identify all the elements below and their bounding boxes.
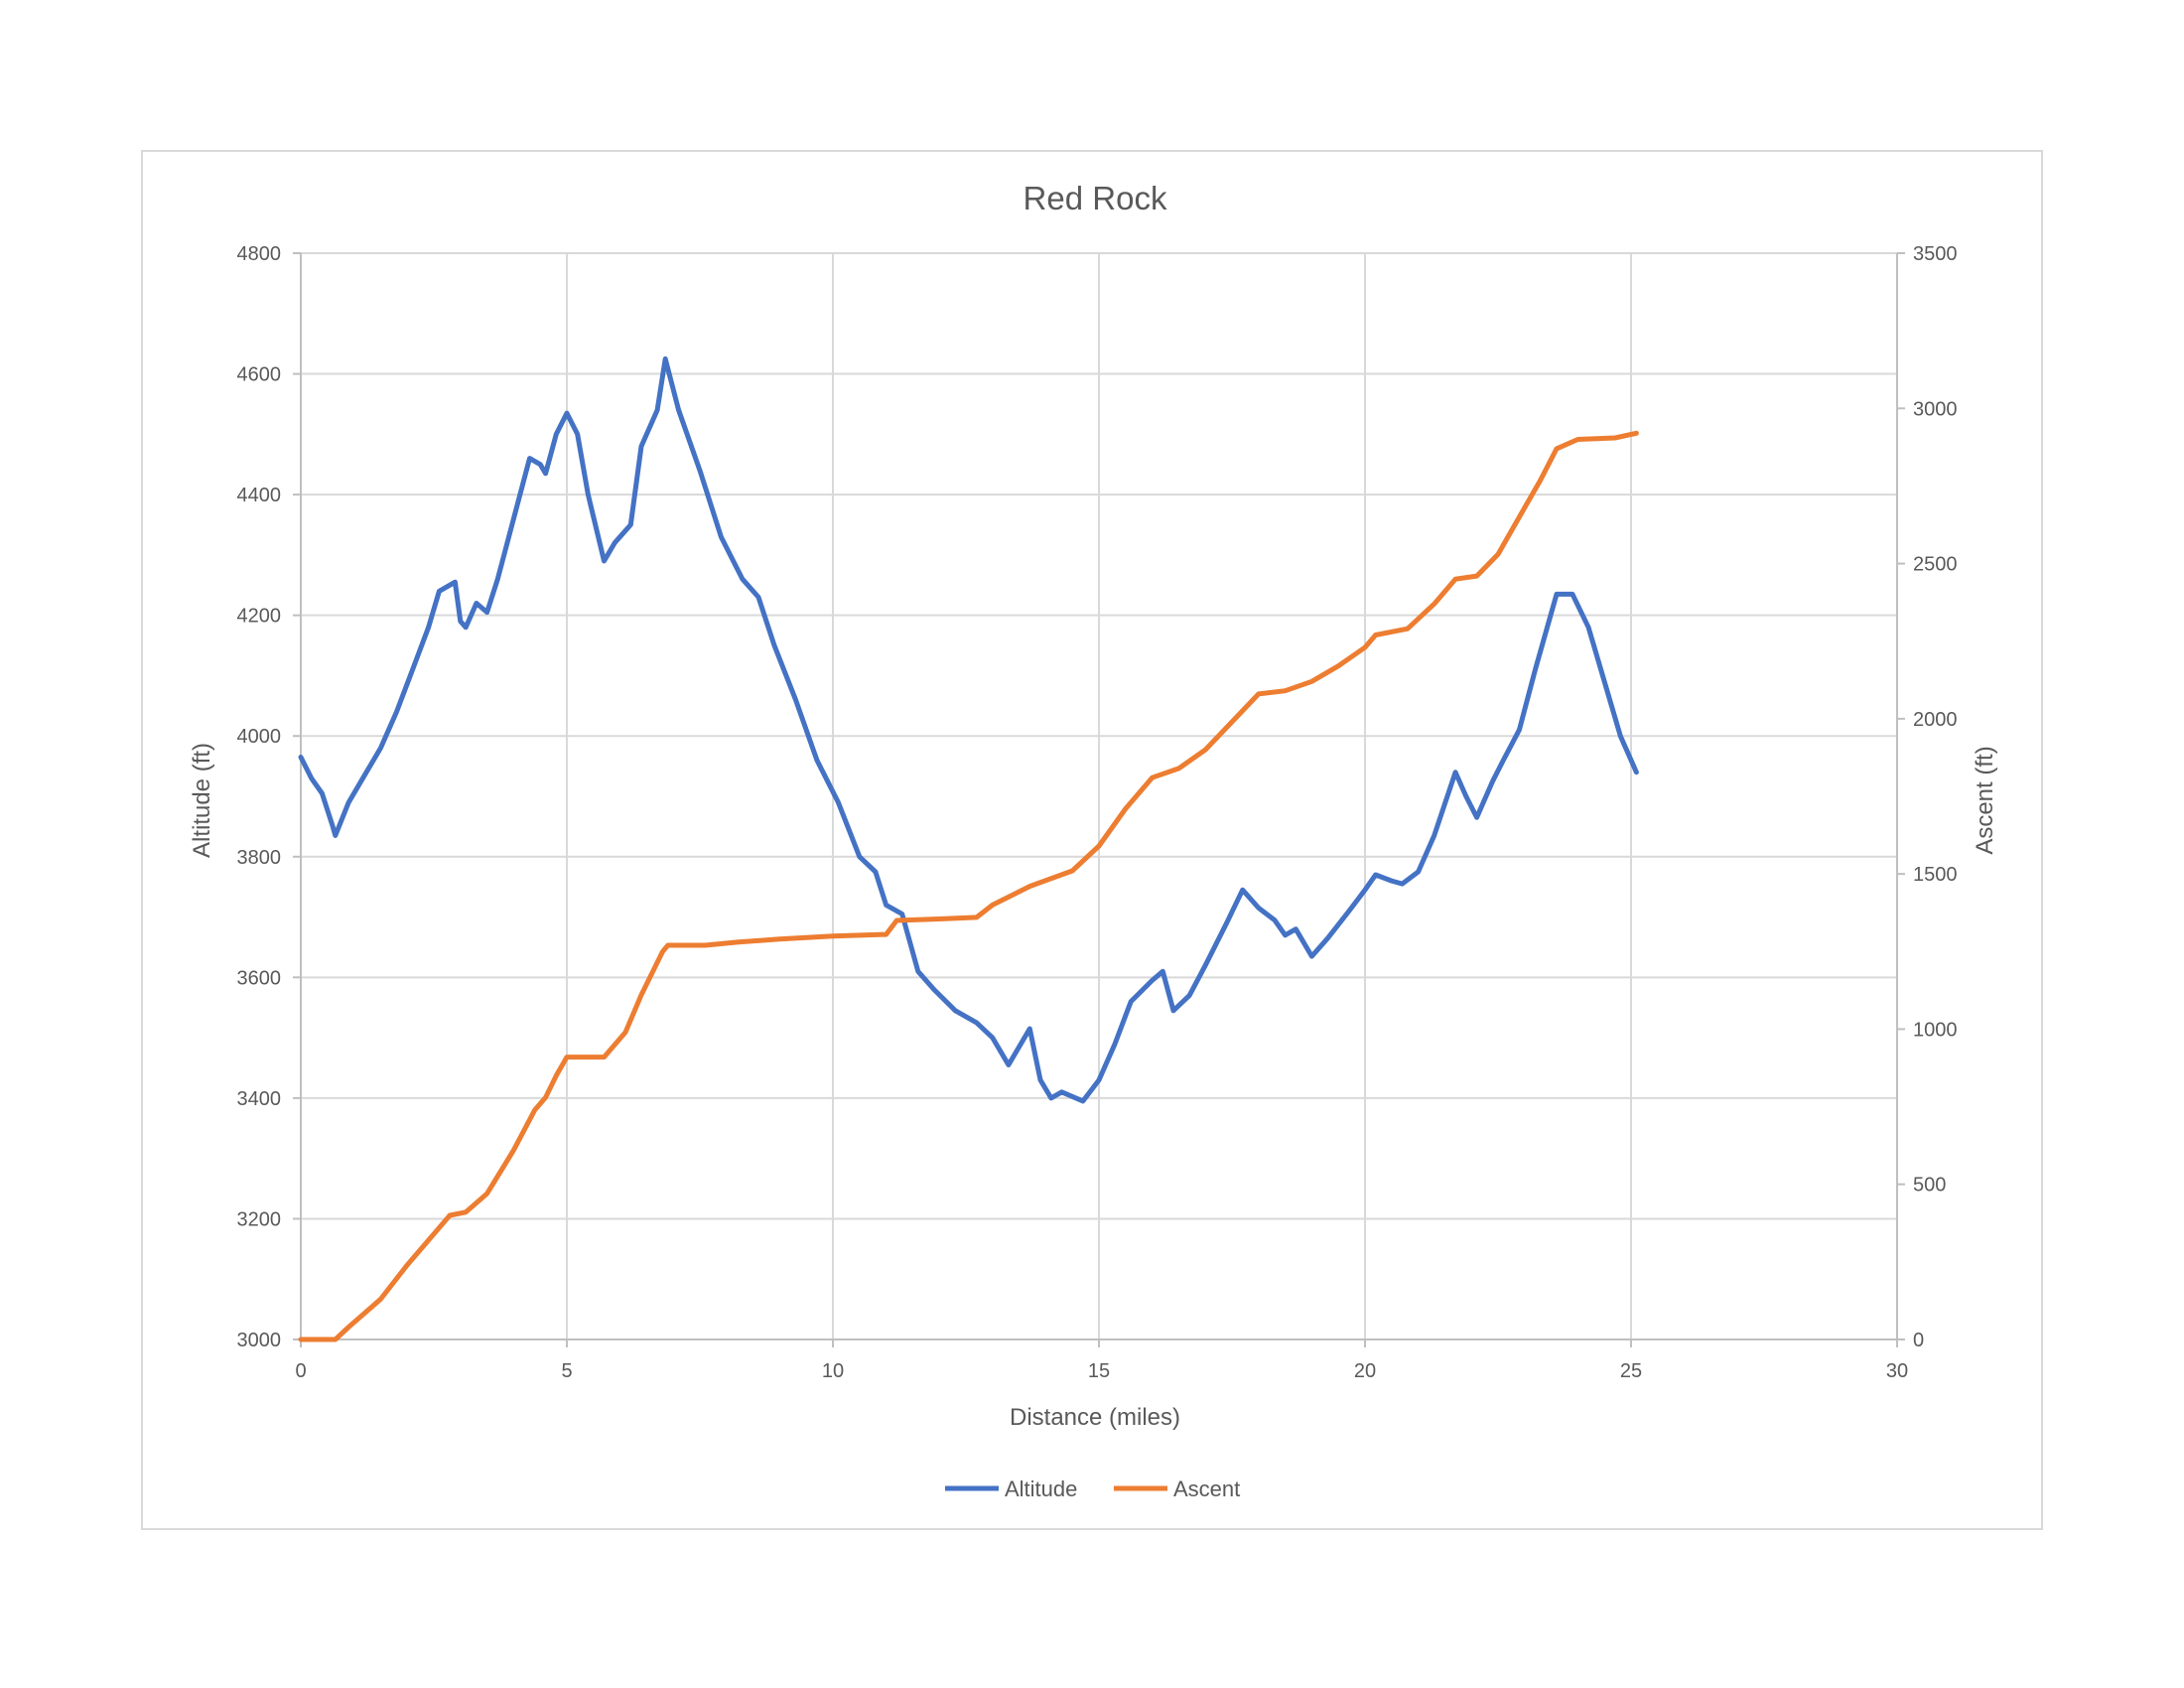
y-right-axis-title: Ascent (ft) — [1972, 746, 1998, 854]
axis-layer: 0 5 10 15 20 25 30 3000 3200 3400 3600 3800 4000 4200… — [237, 243, 1958, 1382]
y-right-tick-label: 1000 — [1913, 1019, 1958, 1041]
legend-label-ascent: Ascent — [1173, 1477, 1240, 1501]
y-left-tick-label: 3800 — [237, 847, 282, 869]
x-tick-label: 10 — [822, 1360, 844, 1382]
y-right-tick-label: 1500 — [1913, 864, 1958, 886]
legend-item-ascent: Ascent — [1114, 1477, 1240, 1501]
series-line-altitude — [298, 355, 1639, 1104]
y-left-tick-label: 3000 — [237, 1330, 282, 1351]
chart-frame: 0 5 10 15 20 25 30 3000 3200 3400 3600 3800 4000 4200… — [141, 150, 2043, 1530]
y-left-tick-label: 3200 — [237, 1208, 282, 1230]
x-tick-label: 25 — [1620, 1360, 1642, 1382]
chart-svg: 0 5 10 15 20 25 30 3000 3200 3400 3600 3800 4000 4200… — [189, 180, 1998, 1501]
y-left-tick-label: 3400 — [237, 1088, 282, 1110]
x-tick-label: 20 — [1354, 1360, 1376, 1382]
y-left-tick-label: 4400 — [237, 485, 282, 506]
series-line-ascent — [298, 430, 1639, 1342]
y-left-tick-label: 3600 — [237, 967, 282, 989]
y-left-tick-label: 4800 — [237, 243, 282, 265]
series-layer — [298, 355, 1639, 1342]
y-right-tick-label: 2500 — [1913, 554, 1958, 576]
y-right-tick-label: 0 — [1913, 1330, 1924, 1351]
y-right-tick-label: 2000 — [1913, 709, 1958, 731]
x-tick-label: 15 — [1088, 1360, 1110, 1382]
legend-label-altitude: Altitude — [1005, 1477, 1077, 1501]
y-left-tick-label: 4600 — [237, 364, 282, 386]
y-left-tick-label: 4200 — [237, 606, 282, 628]
x-axis-title: Distance (miles) — [1010, 1404, 1180, 1431]
chart-title: Red Rock — [1024, 180, 1167, 216]
y-right-tick-label: 3000 — [1913, 398, 1958, 420]
legend-item-altitude: Altitude — [945, 1477, 1077, 1501]
y-right-tick-label: 500 — [1913, 1175, 1946, 1196]
x-tick-label: 30 — [1886, 1360, 1908, 1382]
legend: Altitude Ascent — [945, 1477, 1240, 1501]
y-left-tick-label: 4000 — [237, 726, 282, 748]
y-right-tick-label: 3500 — [1913, 243, 1958, 265]
x-tick-label: 0 — [295, 1360, 306, 1382]
x-tick-label: 5 — [561, 1360, 572, 1382]
grid-layer — [300, 252, 1898, 1340]
y-left-axis-title: Altitude (ft) — [189, 743, 215, 858]
